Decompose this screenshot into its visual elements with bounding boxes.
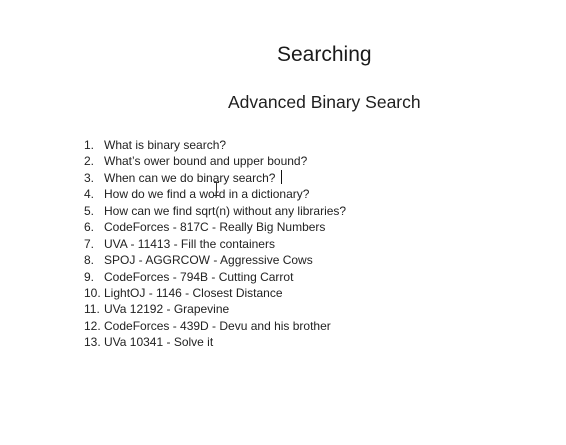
list-item-number: 3. xyxy=(84,170,95,185)
list-item-number: 5. xyxy=(84,203,95,218)
list-item-text: What is binary search? xyxy=(104,138,227,152)
list-item[interactable]: 9. CodeForces - 794B - Cutting Carrot xyxy=(84,269,346,285)
list-item-number: 12. xyxy=(84,318,101,333)
ibeam-cap-top xyxy=(214,182,219,183)
list-item-number: 6. xyxy=(84,220,95,235)
list-item-number: 8. xyxy=(84,253,95,268)
list-item-number: 2. xyxy=(84,154,95,169)
list-item-text: CodeForces - 817C - Really Big Numbers xyxy=(104,220,326,235)
list-item[interactable]: 6. CodeForces - 817C - Really Big Numbers xyxy=(84,219,346,235)
list-item[interactable]: 8. SPOJ - AGGRCOW - Aggressive Cows xyxy=(84,252,346,268)
topic-list: 1. What is binary search? 2. What’s ower b… xyxy=(84,137,346,351)
list-item-text: When can we do binary search? xyxy=(104,170,276,185)
list-item[interactable]: 11. UVa 12192 - Grapevine xyxy=(84,301,346,317)
list-item-number: 1. xyxy=(84,138,95,152)
list-item-text: What’s ower bound and upper bound? xyxy=(104,154,308,169)
list-item-text: CodeForces - 439D - Devu and his brother xyxy=(104,318,331,333)
list-item-text: How can we find sqrt(n) without any libr… xyxy=(104,203,347,218)
list-item-number: 9. xyxy=(84,269,95,284)
slide-subtitle: Advanced Binary Search xyxy=(228,92,421,112)
ibeam-cap-bottom xyxy=(214,195,219,196)
list-item[interactable]: 3. When can we do binary search? xyxy=(84,170,346,186)
list-item[interactable]: 7. UVA - 11413 - Fill the containers xyxy=(84,236,346,252)
list-item[interactable]: 10. LightOJ - 1146 - Closest Distance xyxy=(84,285,346,301)
list-item-text: UVa 12192 - Grapevine xyxy=(104,302,230,317)
ibeam-stem xyxy=(216,183,217,195)
list-item[interactable]: 4. How do we find a word in a dictionary? xyxy=(84,186,346,202)
list-item-text: CodeForces - 794B - Cutting Carrot xyxy=(104,269,294,284)
list-item-number: 13. xyxy=(84,335,101,350)
slide-title: Searching xyxy=(277,43,372,66)
list-item-text: LightOJ - 1146 - Closest Distance xyxy=(104,285,283,300)
list-item-text: UVA - 11413 - Fill the containers xyxy=(104,236,275,251)
list-item-text: SPOJ - AGGRCOW - Aggressive Cows xyxy=(104,253,313,268)
list-item-number: 10. xyxy=(84,285,101,300)
list-item[interactable]: 2. What’s ower bound and upper bound? xyxy=(84,153,346,169)
list-item[interactable]: 1. What is binary search? xyxy=(84,137,346,153)
list-item-number: 7. xyxy=(84,236,95,251)
list-item[interactable]: 12. CodeForces - 439D - Devu and his brot… xyxy=(84,318,346,334)
text-caret xyxy=(281,170,282,184)
list-item-text: How do we find a word in a dictionary? xyxy=(104,187,310,202)
list-item[interactable]: 13. UVa 10341 - Solve it xyxy=(84,334,346,350)
list-item-number: 11. xyxy=(84,302,100,317)
ibeam-cursor-icon xyxy=(214,182,219,196)
list-item[interactable]: 5. How can we find sqrt(n) without any li… xyxy=(84,203,346,219)
list-item-number: 4. xyxy=(84,187,95,202)
list-item-text: UVa 10341 - Solve it xyxy=(104,335,214,350)
